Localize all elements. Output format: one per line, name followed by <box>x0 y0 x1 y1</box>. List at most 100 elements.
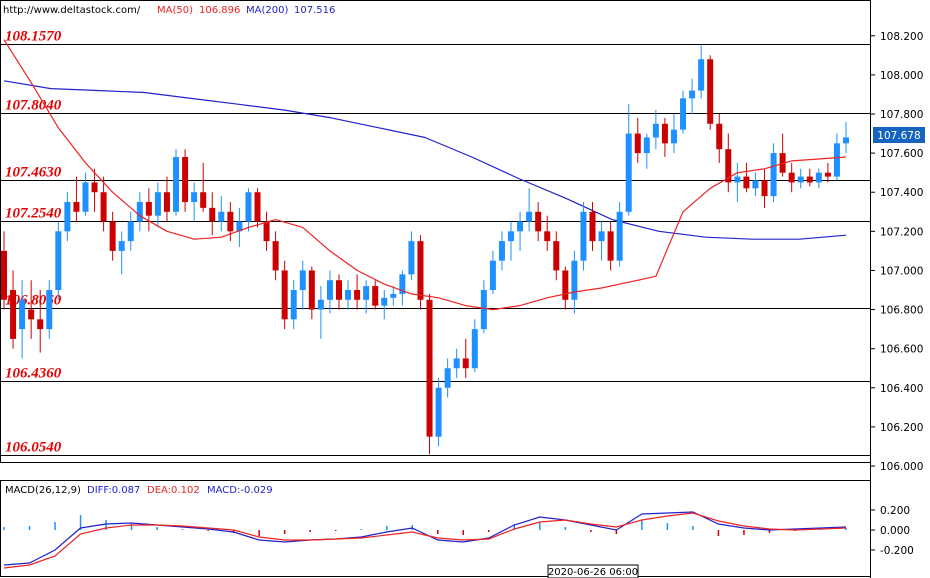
level-label: 107.8040 <box>5 98 62 114</box>
last-price-badge <box>873 127 925 143</box>
candle-body <box>200 192 207 208</box>
candle-body <box>118 241 125 251</box>
candle-body <box>725 149 732 183</box>
macd-layer <box>3 511 847 569</box>
candle-body <box>1 250 7 300</box>
price-tick-label: 107.800 <box>880 109 923 121</box>
candle-body <box>408 241 415 275</box>
candle-body <box>272 241 279 271</box>
candle-body <box>508 231 515 242</box>
candle-body <box>191 192 198 202</box>
candle-body <box>598 231 605 242</box>
candle-body <box>471 329 478 369</box>
level-label: 106.0540 <box>5 440 62 456</box>
candle-body <box>91 182 98 193</box>
macd-panel <box>0 480 871 577</box>
candle-body <box>698 59 705 91</box>
candle-body <box>363 286 370 300</box>
candle-body <box>19 299 26 330</box>
candle-body <box>263 221 270 242</box>
candle-body <box>245 192 252 222</box>
candle-body <box>46 290 53 330</box>
candle-body <box>335 280 342 300</box>
price-tick-label: 106.800 <box>880 305 923 317</box>
candle-body <box>254 192 261 222</box>
candle-body <box>498 241 505 261</box>
price-tick-label: 106.000 <box>880 461 923 473</box>
macd-y-axis: 0.200 0.000 -0.200 <box>870 505 914 557</box>
candle-body <box>770 153 777 197</box>
candle-body <box>553 241 560 271</box>
candle-body <box>64 202 71 232</box>
candle-body <box>643 137 650 154</box>
candle-body <box>652 123 659 138</box>
candle-body <box>435 387 442 437</box>
candle-body <box>299 270 306 290</box>
candle-body <box>399 274 406 294</box>
candle-body <box>417 241 424 300</box>
candle-body <box>109 221 116 251</box>
price-tick-label: 107.200 <box>880 226 923 238</box>
candle-body <box>607 231 614 261</box>
candle-body <box>616 211 623 261</box>
price-tick-label: 106.400 <box>880 383 923 395</box>
candle-body <box>734 176 741 183</box>
candle-body <box>372 286 379 306</box>
candle-body <box>843 137 849 144</box>
candle-body <box>562 270 569 300</box>
ma200-value: 107.516 <box>294 5 335 16</box>
candle-body <box>10 290 17 339</box>
ma50-line <box>3 39 847 311</box>
candle-body <box>670 129 677 144</box>
source-url: http://www.deltastock.com/ <box>3 5 141 16</box>
candle-body <box>634 133 641 154</box>
candle-body <box>227 211 234 232</box>
candle-body <box>453 358 460 369</box>
ma200-label: MA(200) <box>246 5 288 16</box>
candle-body <box>218 211 225 222</box>
price-tick-label: 107.600 <box>880 148 923 160</box>
candle-body <box>806 176 813 183</box>
candle-body <box>824 172 831 177</box>
macd-diff: DIFF:0.087 <box>87 485 140 496</box>
candle-body <box>743 176 750 189</box>
candle-body <box>345 290 352 300</box>
candle-body <box>182 157 189 202</box>
macd-name: MACD(26,12,9) <box>5 485 81 496</box>
price-panel <box>0 0 871 463</box>
candle-body <box>517 221 524 232</box>
candle-body <box>625 133 632 212</box>
candle-body <box>444 368 451 388</box>
candle-body <box>37 319 44 330</box>
ma200-line <box>3 80 847 240</box>
candle-body <box>689 90 696 99</box>
candle-body <box>680 98 687 130</box>
ma50-label: MA(50) <box>157 5 193 16</box>
candle-body <box>173 157 180 212</box>
candle-body <box>236 221 243 232</box>
candle-body <box>28 309 35 320</box>
ma200-layer <box>3 80 847 240</box>
candle-body <box>100 192 107 222</box>
candle-body <box>308 270 315 310</box>
candle-body <box>815 172 822 183</box>
candle-body <box>535 211 542 232</box>
macd-dea: DEA:0.102 <box>147 485 200 496</box>
candle-body <box>127 221 134 242</box>
candle-body <box>281 270 288 320</box>
time-label-box <box>547 564 639 578</box>
macd-tick-label: 0.200 <box>880 505 910 517</box>
candle-body <box>480 290 487 330</box>
level-label: 106.4360 <box>5 366 62 382</box>
candle-body <box>426 299 433 437</box>
candle-body <box>707 59 714 124</box>
price-tick-label: 107.000 <box>880 265 923 277</box>
price-tick-label: 108.200 <box>880 31 923 43</box>
candle-body <box>797 176 804 183</box>
time-label: 2020-06-26 06:00 <box>548 567 638 578</box>
candle-body <box>390 293 397 298</box>
price-tick-label: 107.400 <box>880 187 923 199</box>
candle-body <box>716 123 723 150</box>
price-tick-label: 106.600 <box>880 344 923 356</box>
